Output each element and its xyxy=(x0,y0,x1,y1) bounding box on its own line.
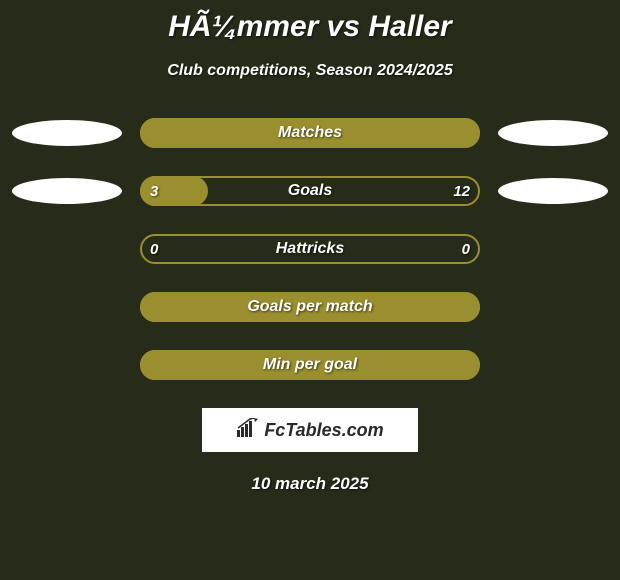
stat-bar: Min per goal xyxy=(140,350,480,380)
right-bubble-slot xyxy=(498,120,608,146)
stat-bar: Matches xyxy=(140,118,480,148)
stat-bar: Goals per match xyxy=(140,292,480,322)
subtitle: Club competitions, Season 2024/2025 xyxy=(0,62,620,80)
right-bubble-slot xyxy=(498,178,608,204)
left-bubble-slot xyxy=(12,120,122,146)
bar-outline xyxy=(140,234,480,264)
left-bubble-slot xyxy=(12,236,122,262)
left-bubble-slot xyxy=(12,178,122,204)
right-bubble-slot xyxy=(498,294,608,320)
chart-icon xyxy=(236,418,260,443)
page-title: HÃ¼mmer vs Haller xyxy=(0,0,620,44)
right-bubble-slot xyxy=(498,352,608,378)
stat-row: Goals per match xyxy=(0,292,620,322)
date-label: 10 march 2025 xyxy=(0,474,620,494)
stat-row: Hattricks00 xyxy=(0,234,620,264)
right-bubble-slot xyxy=(498,236,608,262)
bar-fill xyxy=(140,176,208,206)
bar-fill xyxy=(140,350,480,380)
bar-fill xyxy=(140,118,480,148)
stat-row: Matches xyxy=(0,118,620,148)
left-bubble-slot xyxy=(12,352,122,378)
stat-row: Goals312 xyxy=(0,176,620,206)
left-bubble-slot xyxy=(12,294,122,320)
stat-bar: Hattricks00 xyxy=(140,234,480,264)
stat-row: Min per goal xyxy=(0,350,620,380)
stat-bar: Goals312 xyxy=(140,176,480,206)
bar-fill xyxy=(140,292,480,322)
logo-text: FcTables.com xyxy=(264,420,383,441)
logo-box: FcTables.com xyxy=(202,408,418,452)
comparison-rows: Matches Goals312 Hattricks00 Goals per matc… xyxy=(0,118,620,380)
